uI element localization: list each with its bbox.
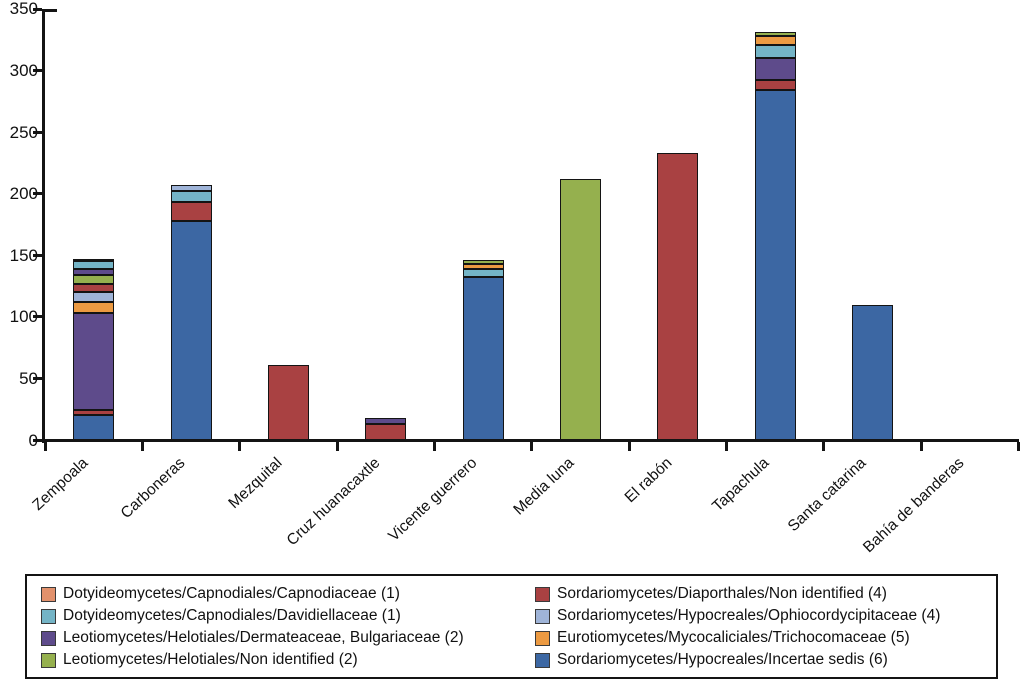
legend-swatch-helotiales_ni (41, 652, 56, 668)
x-axis-tick (238, 442, 242, 451)
bar-segment-trichocomaceae (73, 302, 115, 314)
bar-segment-incertae_sedis (851, 304, 893, 440)
bar-segment-incertae_sedis (754, 90, 796, 440)
y-axis-tick (33, 69, 42, 73)
y-axis-tick (33, 253, 42, 257)
legend-swatch-dermateaceae (41, 630, 56, 646)
x-axis-tick (140, 442, 144, 451)
y-axis-tick-label: 50 (19, 368, 38, 388)
legend-label-diaporthales: Sordariomycetes/Diaporthales/Non identif… (557, 585, 887, 602)
bar-segment-incertae_sedis (73, 415, 115, 440)
bar-segment-dermateaceae (73, 268, 115, 275)
bar-segment-diaporthales (170, 202, 212, 221)
bar-segment-incertae_sedis (170, 220, 212, 440)
legend-box: Dotyideomycetes/Capnodiales/Capnodiaceae… (25, 574, 998, 679)
bar-segment-diaporthales (365, 423, 407, 440)
bar-segment-capnodiaceae (73, 258, 115, 262)
legend-label-davidiellaceae: Dotyideomycetes/Capnodiales/Davidiellace… (63, 607, 401, 624)
legend-item-dermateaceae: Leotiomycetes/Helotiales/Dermateaceae, B… (41, 628, 464, 648)
bar-segment-trichocomaceae (462, 263, 504, 269)
legend-swatch-ophiocordycipitaceae (535, 608, 550, 624)
legend-swatch-davidiellaceae (41, 608, 56, 624)
bar-segment-davidiellaceae (73, 261, 115, 269)
x-axis-tick (432, 442, 436, 451)
y-axis-tick (33, 315, 42, 319)
bar-segment-dermateaceae (365, 417, 407, 424)
y-axis-tick-label: 150 (9, 245, 38, 265)
legend-label-helotiales_ni: Leotiomycetes/Helotiales/Non identified … (63, 651, 358, 668)
legend-swatch-incertae_sedis (535, 652, 550, 668)
bar-segment-davidiellaceae (462, 268, 504, 278)
bar-segment-diaporthales (73, 410, 115, 416)
y-axis-tick (33, 7, 42, 11)
y-axis-tick (33, 192, 42, 196)
legend-item-capnodiaceae: Dotyideomycetes/Capnodiales/Capnodiaceae… (41, 584, 400, 604)
y-axis-top-tick (45, 9, 57, 12)
bar-segment-diaporthales (267, 364, 309, 440)
bar-segment-helotiales_ni (559, 178, 601, 440)
y-axis-tick (33, 376, 42, 380)
legend-swatch-diaporthales (535, 586, 550, 602)
x-axis-tick (822, 442, 826, 451)
legend-swatch-trichocomaceae (535, 630, 550, 646)
y-axis-tick (33, 438, 42, 442)
legend-item-trichocomaceae: Eurotiomycetes/Mycocaliciales/Trichocoma… (535, 628, 910, 648)
bar-segment-dermateaceae (754, 58, 796, 81)
y-axis-line (42, 9, 45, 443)
bar-segment-trichocomaceae (754, 36, 796, 45)
legend-item-diaporthales: Sordariomycetes/Diaporthales/Non identif… (535, 584, 887, 604)
y-axis-tick-label: 200 (9, 184, 38, 204)
legend-label-ophiocordycipitaceae: Sordariomycetes/Hypocreales/Ophiocordyci… (557, 607, 941, 624)
x-axis-tick (43, 442, 47, 451)
bar-segment-helotiales_ni (73, 274, 115, 284)
y-axis-tick-label: 300 (9, 61, 38, 81)
y-axis-tick (33, 130, 42, 134)
legend-swatch-capnodiaceae (41, 586, 56, 602)
bar-segment-dermateaceae (73, 313, 115, 411)
bar-segment-diaporthales (73, 283, 115, 293)
bar-segment-ophiocordycipitaceae (73, 292, 115, 303)
legend-label-incertae_sedis: Sordariomycetes/Hypocreales/Incertae sed… (557, 651, 888, 668)
legend-item-helotiales_ni: Leotiomycetes/Helotiales/Non identified … (41, 650, 358, 670)
legend-item-incertae_sedis: Sordariomycetes/Hypocreales/Incertae sed… (535, 650, 888, 670)
bar-segment-incertae_sedis (462, 277, 504, 440)
x-axis-tick (335, 442, 339, 451)
x-axis-tick (530, 442, 534, 451)
x-axis-tick (627, 442, 631, 451)
legend-label-capnodiaceae: Dotyideomycetes/Capnodiales/Capnodiaceae… (63, 585, 400, 602)
x-axis-tick (919, 442, 923, 451)
x-axis-tick (1017, 442, 1020, 451)
y-axis-tick-label: 250 (9, 122, 38, 142)
bar-segment-diaporthales (754, 80, 796, 91)
bar-segment-helotiales_ni (462, 260, 504, 264)
y-axis-tick-label: 0 (28, 430, 38, 450)
bar-segment-ophiocordycipitaceae (170, 185, 212, 192)
x-axis-line (42, 439, 1019, 442)
bar-segment-diaporthales (657, 153, 699, 440)
x-axis-tick (724, 442, 728, 451)
bar-segment-davidiellaceae (754, 44, 796, 59)
bar-segment-davidiellaceae (170, 191, 212, 203)
y-axis-tick-label: 100 (9, 307, 38, 327)
legend-label-dermateaceae: Leotiomycetes/Helotiales/Dermateaceae, B… (63, 629, 464, 646)
legend-label-trichocomaceae: Eurotiomycetes/Mycocaliciales/Trichocoma… (557, 629, 910, 646)
bar-segment-helotiales_ni (754, 32, 796, 37)
legend-item-ophiocordycipitaceae: Sordariomycetes/Hypocreales/Ophiocordyci… (535, 606, 940, 626)
y-axis-tick-label: 350 (9, 0, 38, 19)
legend-item-davidiellaceae: Dotyideomycetes/Capnodiales/Davidiellace… (41, 606, 401, 626)
